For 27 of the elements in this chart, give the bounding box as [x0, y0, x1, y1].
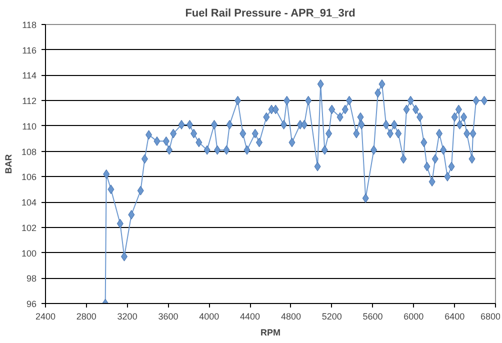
- x-tick-label: 3600: [158, 312, 178, 322]
- y-tick-label: 96: [26, 299, 37, 309]
- y-tick-label: 112: [22, 96, 37, 106]
- y-tick-label: 118: [22, 20, 37, 30]
- y-axis-title: BAR: [3, 154, 14, 174]
- x-tick-label: 5200: [322, 312, 342, 322]
- x-tick-label: 4000: [199, 312, 220, 322]
- y-tick-label: 100: [21, 248, 37, 258]
- x-tick-label: 2800: [76, 312, 96, 322]
- x-tick-label: 4400: [240, 312, 260, 322]
- y-tick-label: 98: [26, 274, 37, 284]
- y-tick-label: 114: [22, 70, 37, 81]
- x-tick-label: 3200: [117, 312, 138, 322]
- x-tick-label: 2400: [35, 312, 56, 322]
- y-tick-label: 106: [21, 172, 37, 182]
- x-axis-title: RPM: [260, 328, 280, 338]
- chart-title: Fuel Rail Pressure - APR_91_3rd: [185, 8, 356, 20]
- y-tick-label: 102: [21, 222, 37, 233]
- x-tick-label: 6000: [404, 312, 424, 322]
- y-tick-label: 116: [22, 45, 37, 56]
- x-tick-label: 6800: [480, 312, 501, 322]
- y-tick-label: 108: [21, 146, 37, 157]
- x-tick-label: 5600: [362, 312, 383, 322]
- x-tick-label: 4800: [280, 312, 301, 322]
- y-tick-label: 110: [22, 121, 37, 132]
- y-tick-label: 104: [21, 198, 37, 208]
- x-tick-label: 6400: [444, 312, 465, 322]
